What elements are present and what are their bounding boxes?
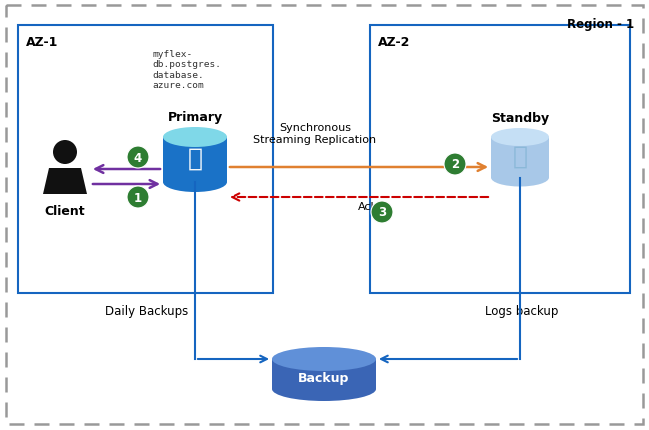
Text: 3: 3 bbox=[378, 206, 386, 219]
Text: Standby: Standby bbox=[491, 112, 549, 125]
Ellipse shape bbox=[163, 128, 227, 147]
Ellipse shape bbox=[272, 347, 376, 371]
Bar bbox=[491, 138, 549, 178]
Ellipse shape bbox=[163, 172, 227, 193]
Text: Primary: Primary bbox=[167, 111, 223, 124]
Text: 1: 1 bbox=[134, 191, 142, 204]
Ellipse shape bbox=[127, 147, 149, 169]
Bar bbox=[370, 26, 630, 293]
Text: AZ-2: AZ-2 bbox=[378, 36, 410, 49]
Text: Synchronous
Streaming Replication: Synchronous Streaming Replication bbox=[254, 123, 376, 144]
Ellipse shape bbox=[444, 154, 466, 175]
Ellipse shape bbox=[371, 202, 393, 224]
Text: Logs backup: Logs backup bbox=[485, 304, 559, 317]
Text: Daily Backups: Daily Backups bbox=[105, 304, 189, 317]
Text: myflex-
db.postgres.
database.
azure.com: myflex- db.postgres. database. azure.com bbox=[152, 50, 221, 90]
Text: 4: 4 bbox=[134, 151, 142, 164]
Text: Region - 1: Region - 1 bbox=[567, 18, 634, 31]
Text: Backup: Backup bbox=[299, 371, 350, 384]
Polygon shape bbox=[43, 169, 87, 194]
Ellipse shape bbox=[53, 141, 77, 165]
Ellipse shape bbox=[272, 377, 376, 401]
Bar bbox=[18, 26, 273, 293]
Text: Client: Client bbox=[45, 205, 85, 218]
Ellipse shape bbox=[491, 169, 549, 187]
Bar bbox=[272, 359, 376, 389]
Text: Ack: Ack bbox=[358, 202, 378, 212]
Text: 2: 2 bbox=[451, 158, 459, 171]
Bar bbox=[163, 138, 227, 183]
Text: 🐘: 🐘 bbox=[513, 144, 528, 168]
Text: AZ-1: AZ-1 bbox=[26, 36, 58, 49]
Ellipse shape bbox=[491, 129, 549, 147]
Ellipse shape bbox=[127, 187, 149, 209]
Text: 🐘: 🐘 bbox=[188, 146, 202, 170]
